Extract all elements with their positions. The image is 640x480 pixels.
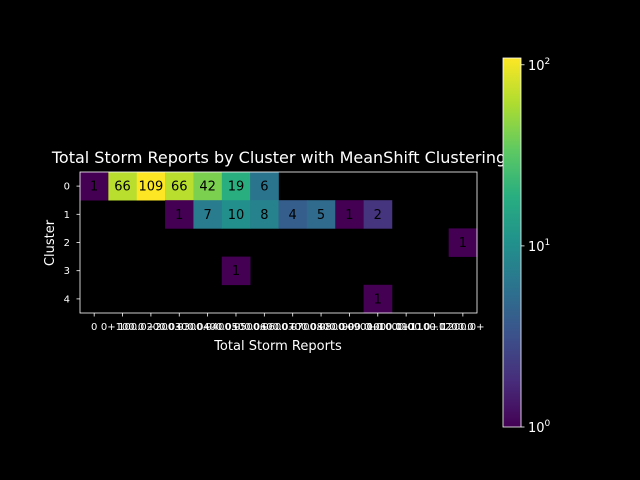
heatmap-cell <box>136 172 166 201</box>
x-tick-label: 300.0+400.0 <box>175 322 241 333</box>
cell-value-label: 1 <box>175 208 183 223</box>
y-tick-label: 0 <box>64 182 70 193</box>
cell-value-label: 1 <box>90 180 98 195</box>
x-tick-label: 1000.0+1100.0 <box>367 322 445 333</box>
colorbar-gradient <box>503 58 521 427</box>
x-tick-label: 0+100.0 <box>101 322 144 333</box>
x-tick-label: 500.0+600.0 <box>232 322 298 333</box>
y-axis-label: Cluster <box>43 219 58 266</box>
heatmap-cell <box>278 200 308 229</box>
heatmap-cell <box>363 284 393 314</box>
heatmap-cell <box>250 172 279 201</box>
x-tick-label: 0 <box>91 322 97 333</box>
x-tick-label: 1200.0+ <box>441 322 484 333</box>
heatmap-cell <box>165 200 194 229</box>
colorbar-tick-label: 100 <box>528 419 551 436</box>
cell-value-label: 1 <box>374 292 382 307</box>
heatmap-cell <box>193 200 223 229</box>
x-tick-label: 1100.0+1200.0 <box>395 322 473 333</box>
y-tick-label: 3 <box>64 266 70 277</box>
y-tick-label: 4 <box>64 294 70 305</box>
x-tick-label: 700.0+800.0 <box>288 322 354 333</box>
heatmap-cell <box>165 172 194 201</box>
colorbar-ticks: 100 101 102 <box>521 57 551 436</box>
cell-value-label: 66 <box>114 180 131 195</box>
heatmap-cells: 1 66 109 66 42 19 6 1 7 10 8 4 5 1 2 1 1 1 <box>80 172 478 314</box>
cell-value-label: 6 <box>260 180 268 195</box>
heatmap-cell <box>221 172 251 201</box>
cell-value-label: 1 <box>345 208 353 223</box>
x-axis-ticks: 0 0+100.0100.0+200.0200.0+300.0300.0+400.… <box>91 313 485 333</box>
x-tick-label: 100.0+200.0 <box>118 322 184 333</box>
cell-value-label: 109 <box>138 180 163 195</box>
cell-value-label: 66 <box>171 180 188 195</box>
colorbar-tick-label: 102 <box>528 57 550 74</box>
x-tick-label: 200.0+300.0 <box>146 322 212 333</box>
cell-value-label: 8 <box>260 208 268 223</box>
x-tick-label: 600.0+700.0 <box>260 322 326 333</box>
cell-value-label: 10 <box>228 208 245 223</box>
x-tick-label: 900.0+1000.0 <box>342 322 414 333</box>
cell-value-label: 2 <box>374 208 382 223</box>
cell-value-label: 19 <box>228 180 245 195</box>
heatmap-cell <box>363 200 393 229</box>
heatmap-cell <box>221 200 251 229</box>
x-tick-label: 400.0+500.0 <box>203 322 269 333</box>
x-axis-label: Total Storm Reports <box>213 339 342 354</box>
heatmap-cell <box>250 200 279 229</box>
heatmap-cell <box>193 172 223 201</box>
cell-value-label: 1 <box>232 264 240 279</box>
x-tick-label: 800.0+900.0 <box>317 322 383 333</box>
cell-value-label: 1 <box>459 236 467 251</box>
heatmap-cell <box>306 200 336 229</box>
y-axis-ticks: 0 1 2 3 4 <box>64 182 80 305</box>
heatmap-cell <box>80 172 109 201</box>
heatmap-cell <box>108 172 138 201</box>
heatmap-cell <box>335 200 364 229</box>
colorbar: 100 101 102 <box>502 57 551 436</box>
cell-value-label: 7 <box>203 208 211 223</box>
y-tick-label: 1 <box>64 210 70 221</box>
y-tick-label: 2 <box>64 238 70 249</box>
colorbar-tick-label: 101 <box>528 238 550 255</box>
heatmap-cell <box>221 256 251 286</box>
cell-value-label: 42 <box>199 180 216 195</box>
cell-value-label: 5 <box>317 208 325 223</box>
heatmap-cell <box>448 228 478 257</box>
cell-value-label: 4 <box>289 208 297 223</box>
colorbar-frame <box>502 57 522 428</box>
chart-title: Total Storm Reports by Cluster with Mean… <box>51 148 506 167</box>
